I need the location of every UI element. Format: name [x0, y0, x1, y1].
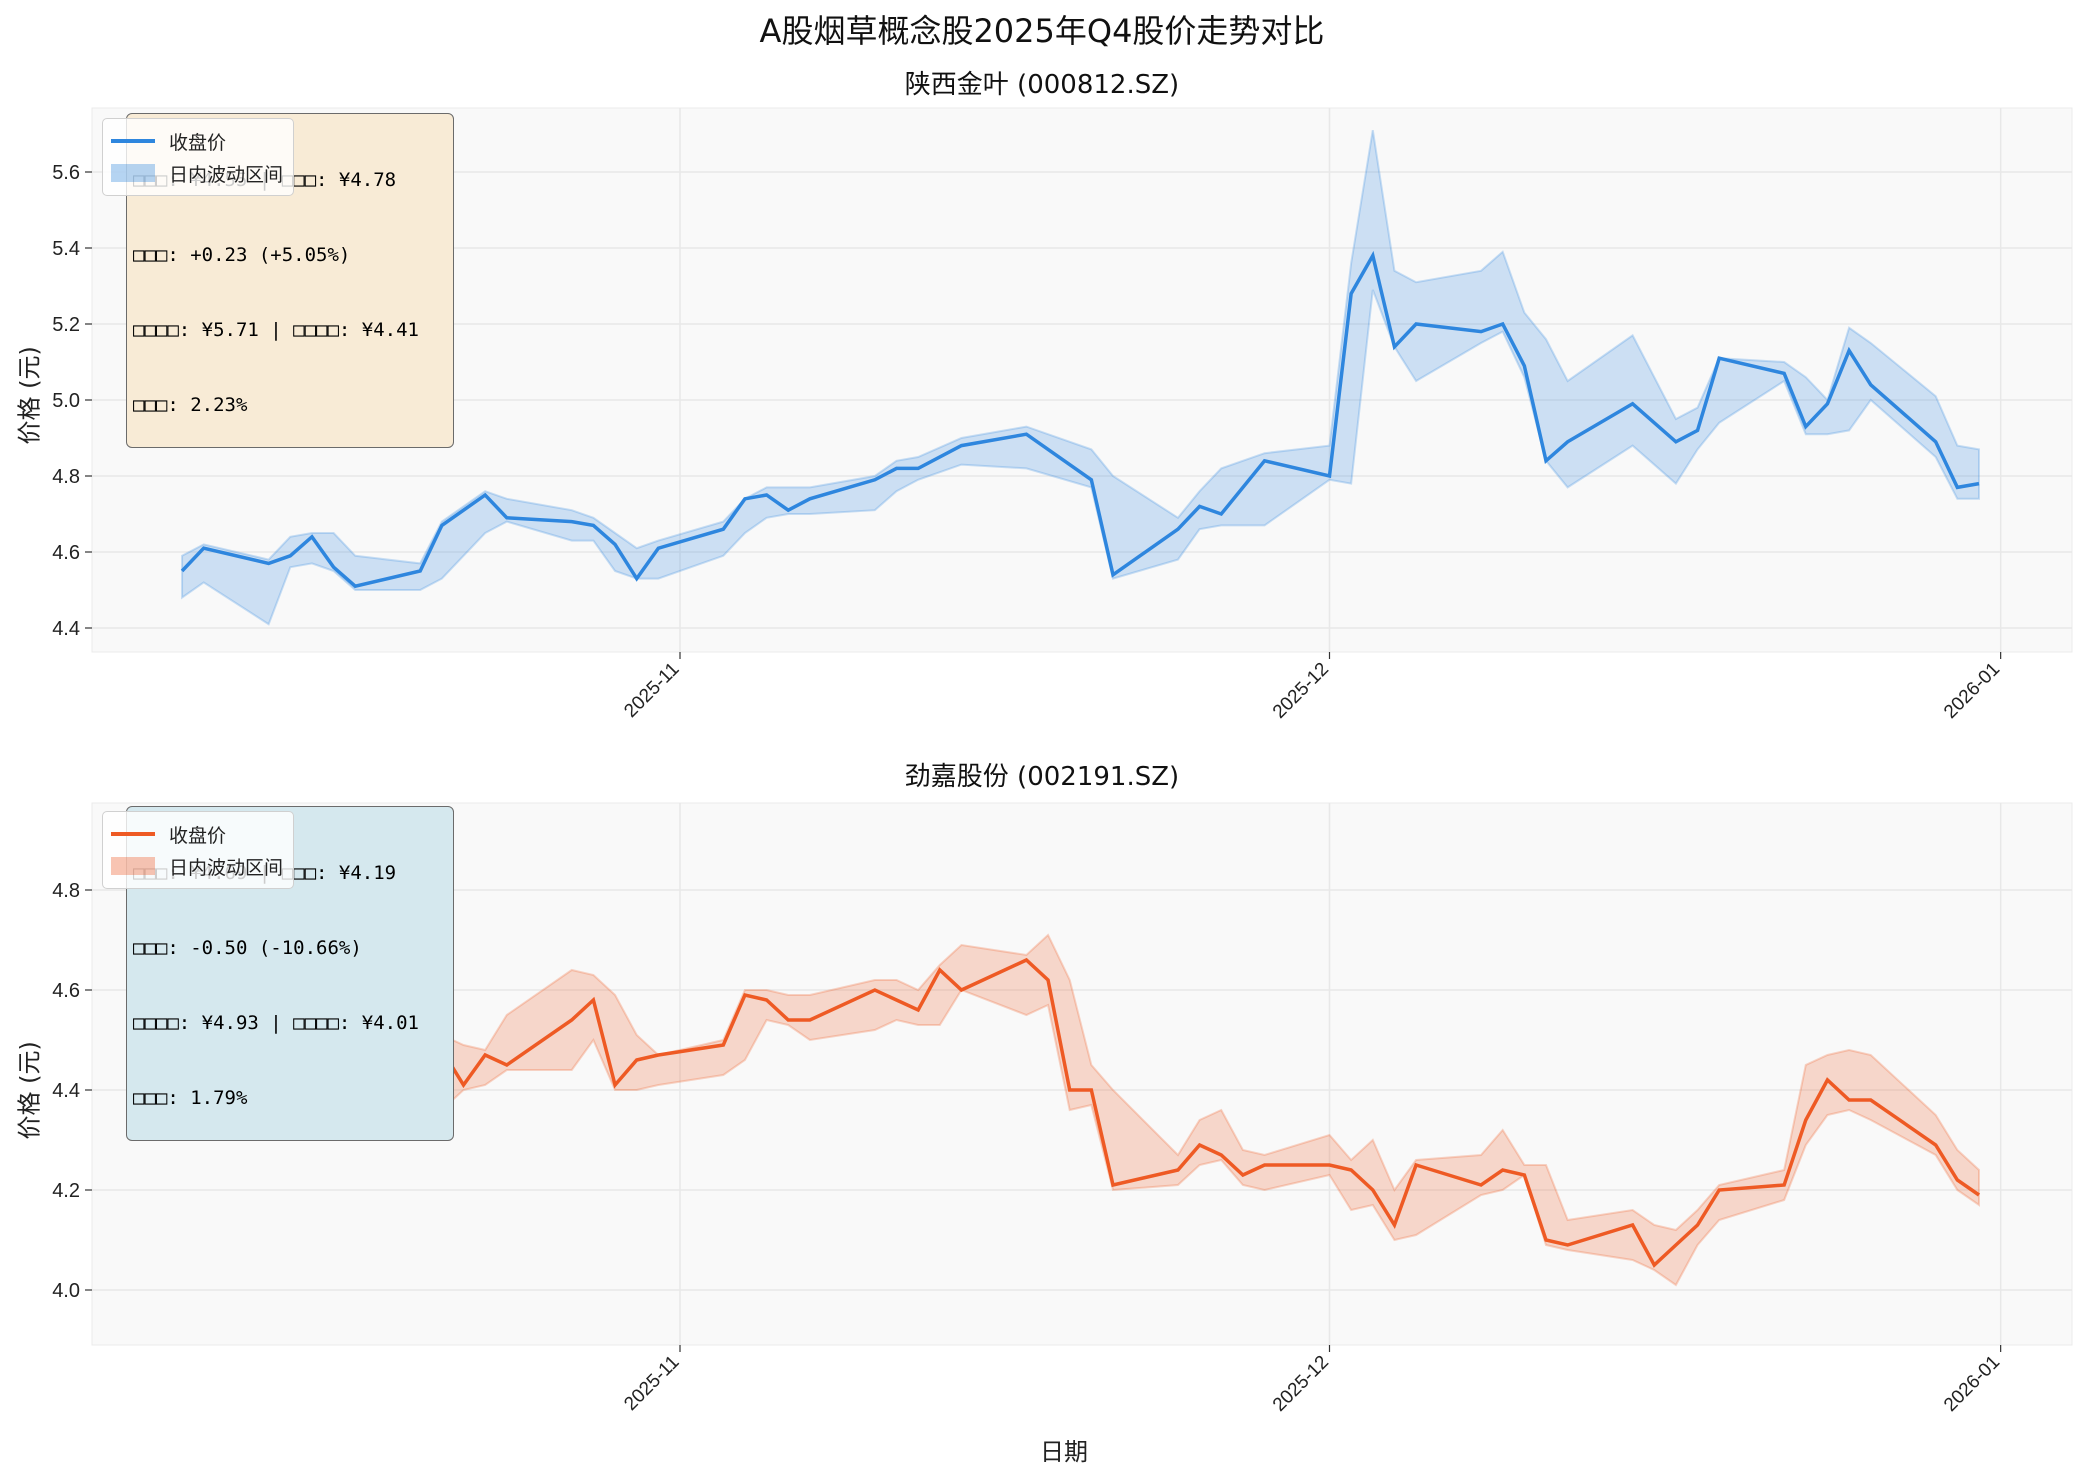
legend-item-close: 收盘价: [111, 818, 283, 850]
svg-text:4.4: 4.4: [52, 1080, 80, 1102]
stats-line: □□□: 1.79%: [133, 1087, 248, 1109]
svg-text:4.0: 4.0: [52, 1280, 80, 1302]
svg-text:4.2: 4.2: [52, 1180, 80, 1202]
figure-title: A股烟草概念股2025年Q4股价走势对比: [759, 12, 1325, 50]
svg-text:2025-11: 2025-11: [620, 1352, 683, 1415]
svg-text:4.6: 4.6: [52, 980, 80, 1002]
svg-text:4.8: 4.8: [52, 466, 80, 488]
x-axis-label: 日期: [1040, 1438, 1088, 1466]
svg-text:2026-01: 2026-01: [1940, 1352, 2004, 1416]
svg-text:2025-12: 2025-12: [1269, 1352, 1333, 1416]
legend-label: 收盘价: [169, 824, 227, 847]
legend-label: 日内波动区间: [169, 163, 284, 186]
y-axis-label-bottom: 价格 (元): [15, 1041, 44, 1140]
panel-title-top: 陕西金叶 (000812.SZ): [904, 70, 1180, 100]
legend-bottom: 收盘价 日内波动区间: [102, 811, 295, 889]
legend-label: 日内波动区间: [169, 856, 284, 879]
svg-text:4.8: 4.8: [52, 880, 80, 902]
line-swatch-icon: [111, 139, 155, 143]
svg-text:5.2: 5.2: [52, 314, 80, 336]
legend-label: 收盘价: [169, 131, 227, 154]
stats-line: □□□: 2.23%: [133, 394, 248, 416]
stats-line: □□□: +0.23 (+5.05%): [133, 244, 351, 266]
legend-top: 收盘价 日内波动区间: [102, 118, 295, 196]
svg-text:4.6: 4.6: [52, 542, 80, 564]
panel-title-bottom: 劲嘉股份 (002191.SZ): [904, 762, 1180, 792]
area-swatch-icon: [111, 857, 155, 875]
svg-text:4.4: 4.4: [52, 618, 80, 640]
stats-line: □□□□: ¥5.71 | □□□□: ¥4.41: [133, 319, 419, 341]
svg-text:5.4: 5.4: [52, 238, 80, 260]
stats-line: □□□□: ¥4.93 | □□□□: ¥4.01: [133, 1012, 419, 1034]
stats-line: □□□: -0.50 (-10.66%): [133, 937, 362, 959]
y-axis-label-top: 价格 (元): [15, 346, 44, 445]
svg-text:5.0: 5.0: [52, 390, 80, 412]
line-swatch-icon: [111, 832, 155, 836]
legend-item-range: 日内波动区间: [111, 850, 283, 882]
area-swatch-icon: [111, 164, 155, 182]
legend-item-range: 日内波动区间: [111, 157, 283, 189]
legend-item-close: 收盘价: [111, 125, 283, 157]
svg-text:5.6: 5.6: [52, 162, 80, 184]
